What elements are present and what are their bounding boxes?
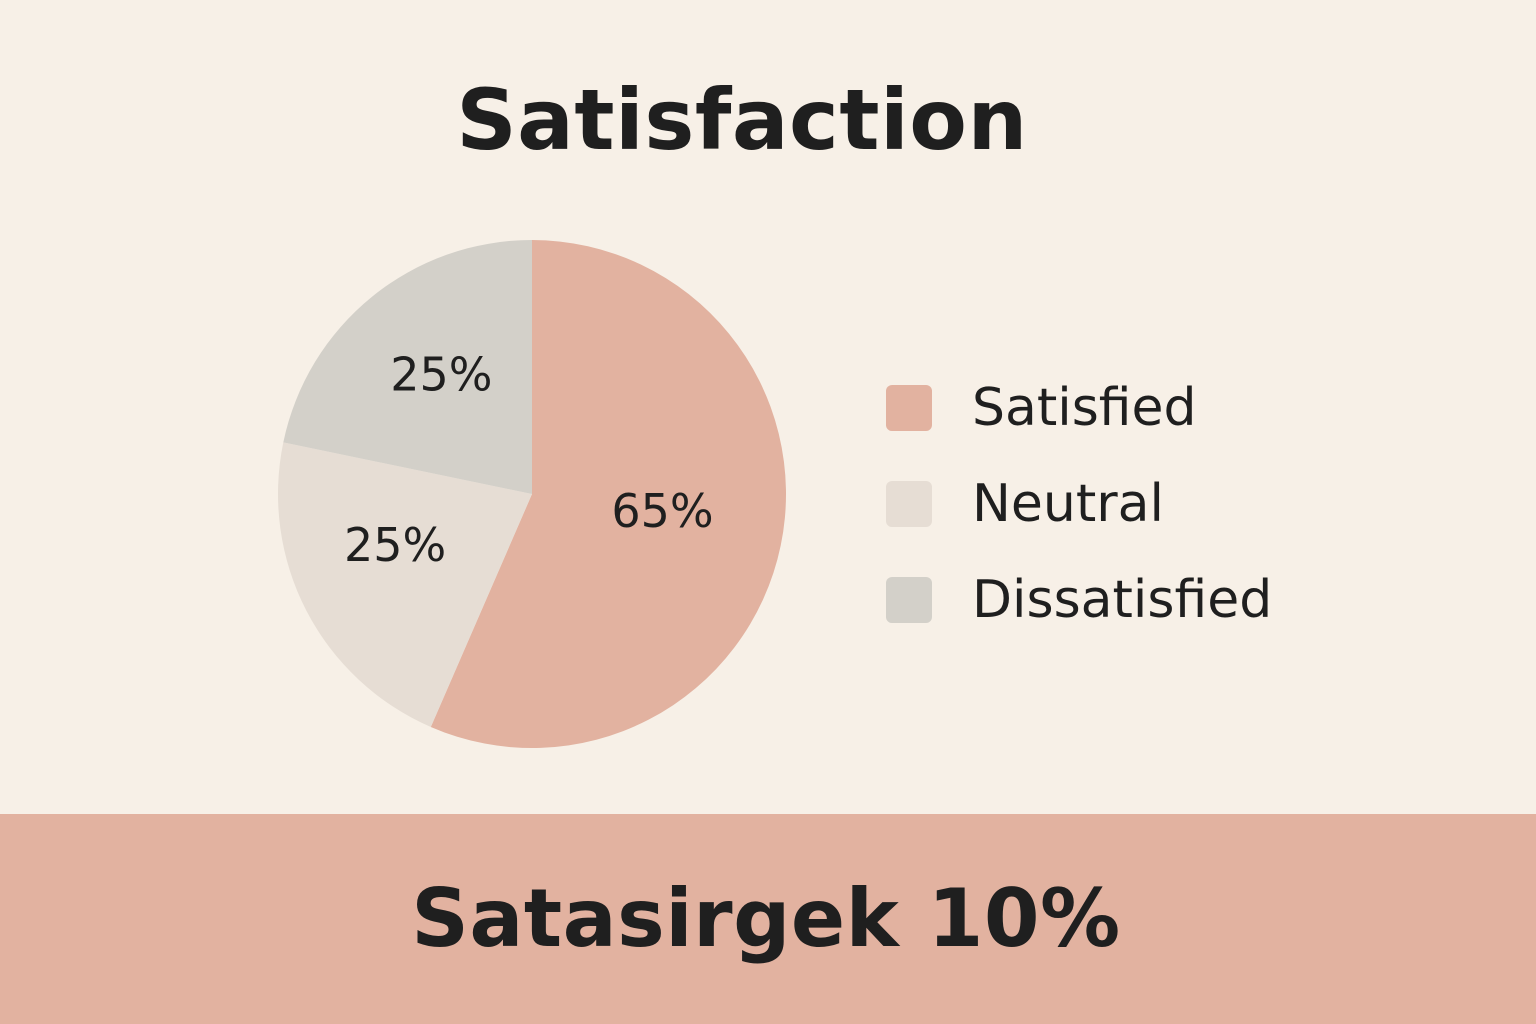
pie-label-neutral: 25% xyxy=(344,518,446,572)
pie-slice-satisfied xyxy=(430,240,787,749)
chart-title: Satisfaction xyxy=(456,71,1028,169)
footer-text: Satasirgek 10% xyxy=(411,872,1121,965)
legend-label-satisfied: Satisfied xyxy=(972,378,1197,438)
legend-swatch-dissatisfied xyxy=(886,577,932,623)
footer-banner: Satasirgek 10% xyxy=(0,814,1536,1024)
legend-label-dissatisfied: Dissatisfied xyxy=(972,570,1273,630)
legend-item-dissatisfied: Dissatisfied xyxy=(886,574,1272,626)
legend-swatch-satisfied xyxy=(886,385,932,431)
legend-item-neutral: Neutral xyxy=(886,478,1272,530)
legend-item-satisfied: Satisfied xyxy=(886,382,1272,434)
legend-label-neutral: Neutral xyxy=(972,474,1164,534)
pie-slice-neutral xyxy=(278,442,532,727)
pie-chart: 65% 25% 25% xyxy=(278,240,787,749)
pie-label-satisfied: 65% xyxy=(611,484,713,538)
pie-label-dissatisfied: 25% xyxy=(390,347,492,401)
pie-slice-dissatisfied xyxy=(283,240,532,494)
chart-legend: Satisfied Neutral Dissatisfied xyxy=(886,382,1272,670)
legend-swatch-neutral xyxy=(886,481,932,527)
